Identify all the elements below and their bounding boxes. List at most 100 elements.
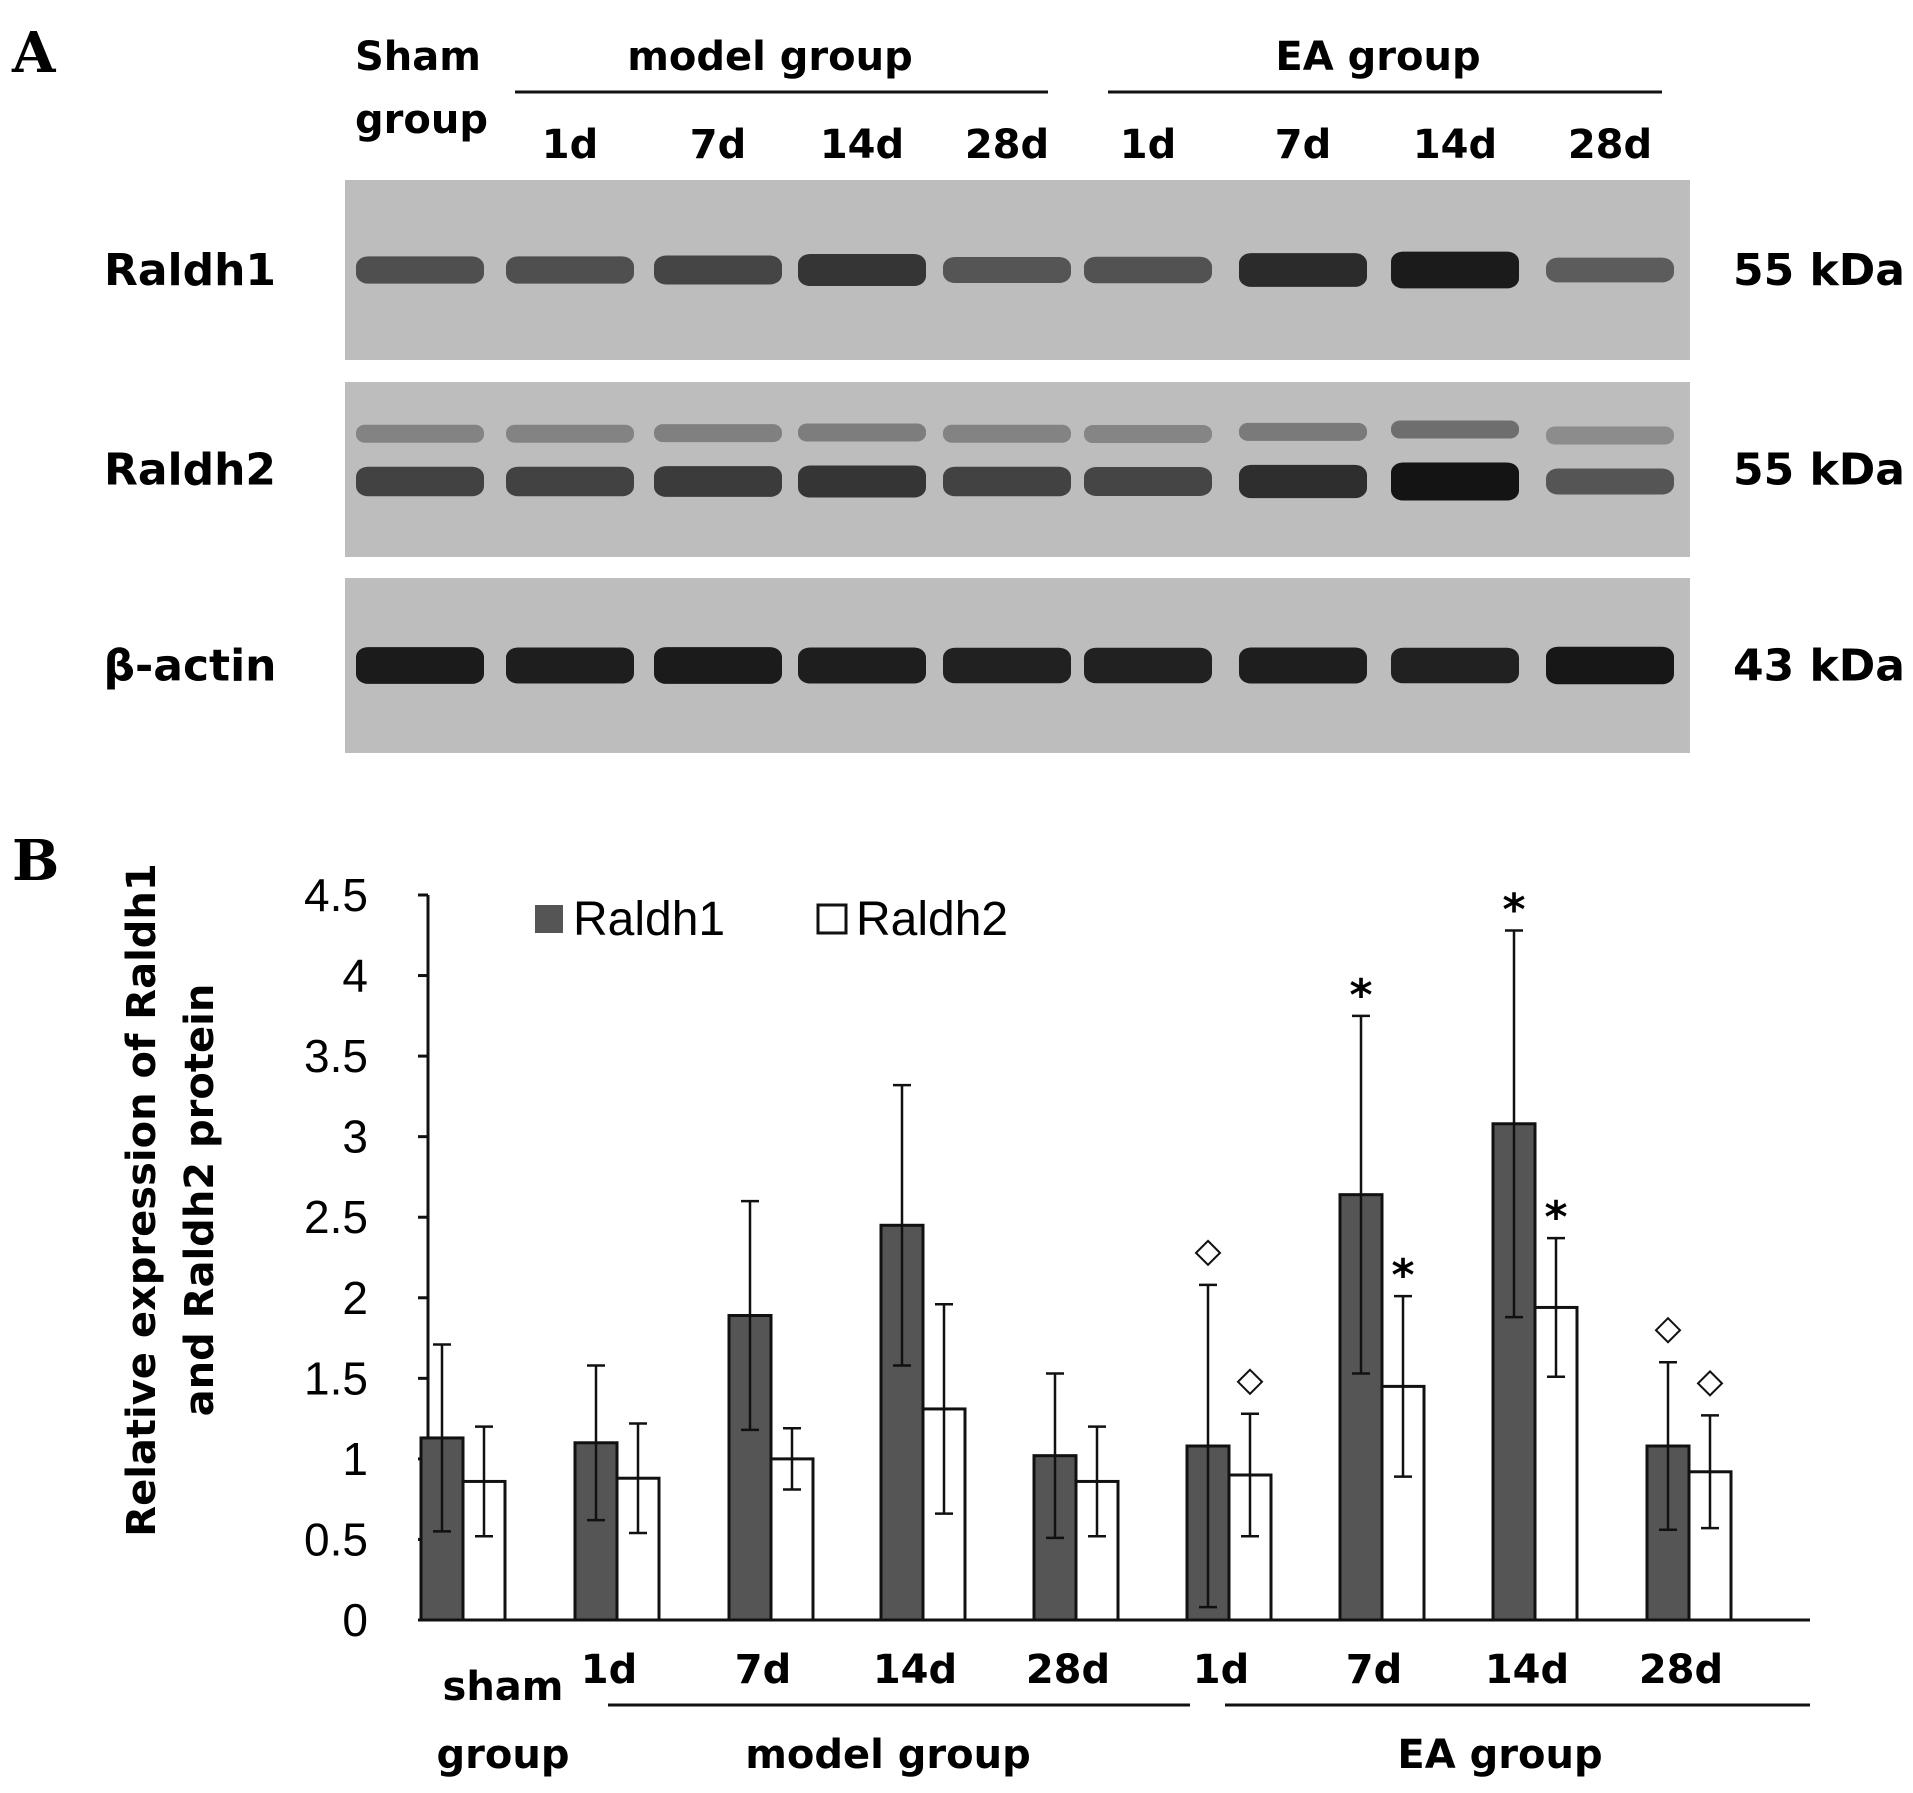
- x-group-label-model: model group: [745, 1732, 1031, 1778]
- blot-day-label-3: 14d: [820, 122, 904, 168]
- x-label-day-3: 14d: [873, 1647, 957, 1693]
- y-tick-label-4: 4: [342, 950, 368, 1002]
- x-group-label-ea: EA group: [1397, 1732, 1602, 1778]
- blot-band-raldh1-lane-4: [798, 254, 926, 286]
- blot-band-raldh1-lane-3: [654, 255, 782, 285]
- y-axis-label-line2: and Raldh2 protein: [177, 984, 223, 1417]
- ea-group-header: EA group: [1275, 34, 1480, 80]
- y-tick-label-1.5: 1.5: [304, 1352, 368, 1404]
- blot-upper-band-raldh2-lane-8: [1391, 420, 1519, 439]
- y-tick-label-2.5: 2.5: [304, 1191, 368, 1243]
- blot-band-raldh2-lane-5: [943, 466, 1071, 497]
- y-axis-label-line1: Relative expression of Raldh1: [119, 863, 165, 1536]
- panel-a: A Sham group model group EA group 1d 7d 14…: [11, 20, 1905, 753]
- blot-day-label-6: 7d: [1275, 122, 1331, 168]
- y-tick-label-0.5: 0.5: [304, 1513, 368, 1565]
- x-label-sham-line2: group: [437, 1732, 570, 1778]
- blot-band-raldh1-lane-9: [1546, 257, 1674, 283]
- blot-band-raldh2-lane-7: [1239, 464, 1367, 499]
- kda-label-beta-actin: 43 kDa: [1733, 641, 1905, 692]
- blot-band-beta-actin-lane-1: [356, 647, 484, 684]
- blot-band-beta-actin-lane-8: [1391, 647, 1519, 684]
- blot-band-raldh1-lane-2: [506, 256, 634, 284]
- panel-b-letter: B: [12, 828, 59, 894]
- protein-label-raldh1: Raldh1: [104, 245, 276, 296]
- blot-band-raldh1-lane-6: [1084, 256, 1212, 284]
- legend-label-raldh2: Raldh2: [856, 893, 1008, 946]
- x-label-sham-line1: sham: [443, 1664, 564, 1710]
- legend-swatch-raldh1: [535, 905, 563, 933]
- blot-upper-band-raldh2-lane-2: [506, 424, 634, 443]
- blot-upper-band-raldh2-lane-3: [654, 424, 782, 443]
- blot-band-raldh2-lane-6: [1084, 467, 1212, 496]
- sham-header-line1: Sham: [355, 34, 481, 80]
- blot-band-raldh2-lane-9: [1546, 468, 1674, 495]
- blot-band-beta-actin-lane-3: [654, 647, 782, 684]
- blot-day-label-8: 28d: [1568, 122, 1652, 168]
- x-label-day-4: 28d: [1026, 1647, 1110, 1693]
- blot-band-raldh1-lane-7: [1239, 253, 1367, 287]
- kda-label-raldh1: 55 kDa: [1733, 245, 1905, 296]
- x-label-day-1: 1d: [581, 1647, 637, 1693]
- significance-diamond-7: [1654, 1316, 1682, 1344]
- panel-b: B Relative expression of Raldh1 and Rald…: [12, 828, 1810, 1778]
- blot-band-raldh1-lane-1: [356, 256, 484, 284]
- blot-band-raldh2-lane-4: [798, 465, 926, 498]
- western-blots: Raldh1 55 kDa Raldh2 55 kDa β-actin 43 kDa: [104, 180, 1905, 753]
- blot-band-raldh2-lane-1: [356, 466, 484, 497]
- blot-day-labels: 1d 7d 14d 28d 1d 7d 14d 28d: [542, 122, 1652, 168]
- significance-star-6: *: [1544, 1192, 1567, 1243]
- blot-upper-band-raldh2-lane-1: [356, 424, 484, 443]
- blot-band-raldh2-lane-3: [654, 466, 782, 497]
- legend: Raldh1 Raldh2: [535, 893, 1008, 946]
- x-label-day-7: 14d: [1485, 1647, 1569, 1693]
- legend-label-raldh1: Raldh1: [573, 893, 725, 946]
- protein-label-raldh2: Raldh2: [104, 445, 276, 496]
- x-label-day-6: 7d: [1346, 1647, 1402, 1693]
- blot-band-beta-actin-lane-5: [943, 647, 1071, 684]
- significance-diamond-1: [1194, 1239, 1222, 1267]
- blot-upper-band-raldh2-lane-7: [1239, 422, 1367, 441]
- blot-band-raldh1-lane-8: [1391, 251, 1519, 289]
- y-tick-label-1: 1: [342, 1433, 368, 1485]
- y-tick-label-0: 0: [342, 1594, 368, 1646]
- sham-header-line2: group: [355, 97, 488, 143]
- significance-star-5: *: [1502, 884, 1525, 935]
- significance-diamond-2: [1236, 1368, 1264, 1396]
- panel-a-letter: A: [11, 20, 57, 86]
- blot-day-label-7: 14d: [1413, 122, 1497, 168]
- significance-star-4: *: [1391, 1250, 1414, 1301]
- x-label-day-8: 28d: [1639, 1647, 1723, 1693]
- blot-band-beta-actin-lane-9: [1546, 646, 1674, 685]
- x-label-day-5: 1d: [1193, 1647, 1249, 1693]
- y-tick-label-3: 3: [342, 1111, 368, 1163]
- significance-star-3: *: [1349, 970, 1372, 1021]
- y-tick-label-4.5: 4.5: [304, 869, 368, 921]
- blot-band-raldh2-lane-8: [1391, 462, 1519, 501]
- blot-upper-band-raldh2-lane-6: [1084, 425, 1212, 444]
- blot-upper-band-raldh2-lane-9: [1546, 426, 1674, 445]
- protein-label-beta-actin: β-actin: [104, 641, 277, 692]
- blot-day-label-5: 1d: [1120, 122, 1176, 168]
- blot-day-label-2: 7d: [690, 122, 746, 168]
- blot-band-raldh1-lane-5: [943, 257, 1071, 283]
- blot-band-beta-actin-lane-2: [506, 647, 634, 684]
- blot-upper-band-raldh2-lane-5: [943, 424, 1071, 443]
- blot-band-raldh2-lane-2: [506, 466, 634, 497]
- blot-band-beta-actin-lane-6: [1084, 647, 1212, 684]
- legend-swatch-raldh2: [816, 903, 848, 935]
- x-label-day-2: 7d: [735, 1647, 791, 1693]
- chart-annotations: * * * *: [1194, 884, 1724, 1397]
- blot-band-beta-actin-lane-7: [1239, 647, 1367, 684]
- kda-label-raldh2: 55 kDa: [1733, 445, 1905, 496]
- y-tick-label-3.5: 3.5: [304, 1030, 368, 1082]
- significance-diamond-8: [1696, 1369, 1724, 1397]
- model-group-header: model group: [627, 34, 913, 80]
- chart-bars: [419, 929, 1733, 1622]
- blot-day-label-4: 28d: [965, 122, 1049, 168]
- blot-upper-band-raldh2-lane-4: [798, 423, 926, 442]
- blot-band-beta-actin-lane-4: [798, 647, 926, 684]
- y-tick-label-2: 2: [342, 1272, 368, 1324]
